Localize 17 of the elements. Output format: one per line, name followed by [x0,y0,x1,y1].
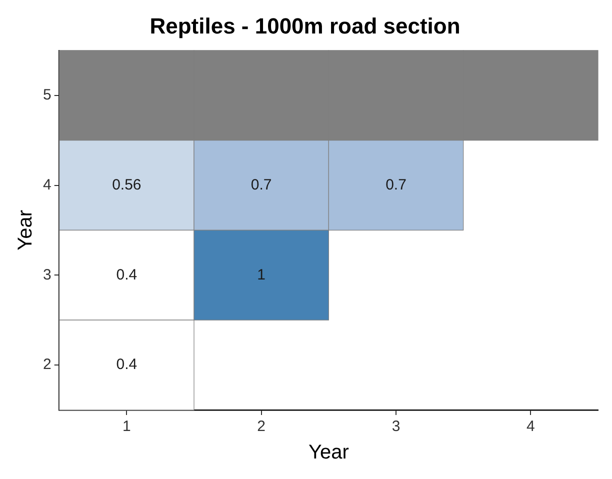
x-tick-label: 3 [392,418,400,436]
y-axis-title: Year [14,210,37,250]
chart-title: Reptiles - 1000m road section [150,13,460,38]
data-label: 0.4 [116,356,138,374]
y-tick-label: 5 [43,86,52,104]
y-tick-label: 2 [43,356,52,374]
data-label: 0.7 [386,176,406,194]
data-label: 1 [257,266,266,284]
x-tick-label: 2 [257,418,266,436]
y-tick-label: 4 [43,176,52,194]
x-tick-label: 4 [526,418,535,436]
data-label: 0.7 [250,176,272,194]
x-tick-label: 1 [122,418,131,436]
x-axis-title: Year [308,442,350,464]
data-label: 0.4 [116,266,138,284]
data-label: 0.56 [112,176,142,194]
y-tick-label: 3 [43,266,52,284]
